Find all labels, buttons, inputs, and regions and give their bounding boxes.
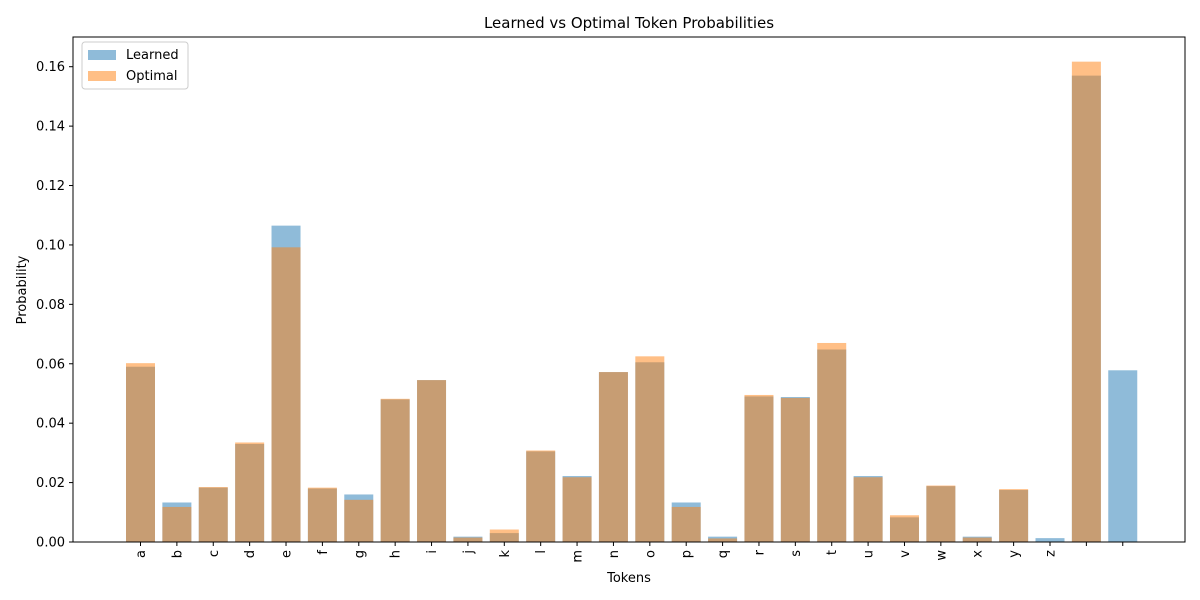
bar-learned-27 — [1108, 370, 1138, 542]
x-tick-label-15: p — [680, 550, 695, 558]
x-tick-label-11: l — [534, 550, 549, 554]
x-tick-label-17: r — [752, 549, 767, 555]
y-axis: 0.00 0.02 0.04 0.06 0.08 0.10 0.12 0.14 0.16 — [36, 60, 73, 551]
x-tick-label-18: s — [789, 550, 804, 557]
y-tick-label-8: 0.16 — [36, 60, 65, 75]
legend-swatch-optimal — [88, 71, 116, 81]
x-tick-label-19: t — [825, 550, 840, 555]
x-tick-label-9: j — [461, 550, 476, 555]
bar-learned-25 — [1035, 538, 1065, 542]
y-axis-label: Probability — [15, 255, 30, 324]
bar-optimal-15 — [671, 506, 701, 542]
x-tick-label-16: q — [716, 550, 731, 558]
bar-optimal-10 — [489, 529, 519, 542]
bar-optimal-24 — [999, 489, 1029, 542]
bar-optimal-9 — [453, 537, 483, 542]
bar-optimal-18 — [780, 397, 810, 542]
y-tick-label-7: 0.14 — [36, 120, 65, 135]
plot-frame — [72, 36, 1186, 543]
bar-optimal-1 — [162, 506, 192, 542]
x-tick-label-7: h — [389, 550, 404, 558]
bar-optimal-14 — [635, 356, 665, 542]
bars-layer — [126, 61, 1138, 543]
x-tick-label-14: o — [643, 550, 658, 558]
y-tick-label-3: 0.06 — [36, 357, 65, 372]
bar-optimal-0 — [126, 363, 155, 542]
bar-optimal-5 — [307, 487, 337, 542]
bar-optimal-11 — [526, 450, 556, 542]
bar-optimal-16 — [708, 538, 738, 542]
bar-optimal-20 — [853, 477, 883, 542]
y-tick-label-1: 0.02 — [36, 476, 65, 491]
legend-label-optimal: Optimal — [126, 69, 177, 84]
legend: Learned Optimal — [81, 41, 189, 90]
x-tick-label-1: b — [170, 550, 185, 558]
x-tick-label-22: w — [934, 550, 949, 561]
bar-optimal-22 — [926, 485, 956, 542]
legend-label-learned: Learned — [126, 48, 179, 63]
x-tick-label-21: v — [898, 550, 913, 558]
x-tick-label-0: a — [134, 550, 149, 558]
bar-optimal-7 — [380, 398, 410, 542]
bar-optimal-3 — [235, 442, 265, 542]
x-tick-label-8: i — [425, 550, 440, 554]
x-tick-label-4: e — [280, 550, 295, 558]
x-tick-label-6: g — [352, 550, 367, 558]
y-tick-label-2: 0.04 — [36, 417, 65, 432]
bar-optimal-8 — [417, 380, 447, 542]
y-tick-label-4: 0.08 — [36, 298, 65, 313]
bar-optimal-19 — [817, 342, 847, 542]
x-tick-label-10: k — [498, 550, 513, 558]
bar-optimal-21 — [889, 515, 919, 542]
bar-optimal-6 — [344, 499, 374, 542]
bar-optimal-13 — [598, 372, 628, 542]
bar-optimal-23 — [962, 537, 992, 542]
y-tick-label-5: 0.10 — [36, 238, 65, 253]
x-tick-label-25: z — [1044, 550, 1059, 557]
bar-optimal-12 — [562, 477, 592, 542]
x-tick-label-3: d — [243, 550, 258, 558]
x-tick-label-24: y — [1007, 550, 1022, 558]
y-tick-label-6: 0.12 — [36, 179, 65, 194]
x-axis-label: Tokens — [606, 571, 651, 586]
bar-optimal-2 — [198, 487, 228, 542]
x-axis: a b c d e f g h i j k l m n o p q r s t u v w x y z — [134, 542, 1124, 563]
bar-optimal-4 — [271, 247, 301, 543]
chart-title: Learned vs Optimal Token Probabilities — [484, 14, 774, 32]
x-tick-label-23: x — [971, 550, 986, 558]
x-tick-label-2: c — [207, 550, 222, 557]
x-tick-label-5: f — [316, 550, 331, 555]
bar-optimal-26 — [1071, 61, 1101, 542]
x-tick-label-12: m — [571, 550, 586, 563]
bar-optimal-17 — [744, 394, 774, 542]
x-tick-label-20: u — [862, 550, 877, 558]
legend-swatch-learned — [88, 50, 116, 60]
y-tick-label-0: 0.00 — [36, 536, 65, 551]
x-tick-label-13: n — [607, 550, 622, 558]
